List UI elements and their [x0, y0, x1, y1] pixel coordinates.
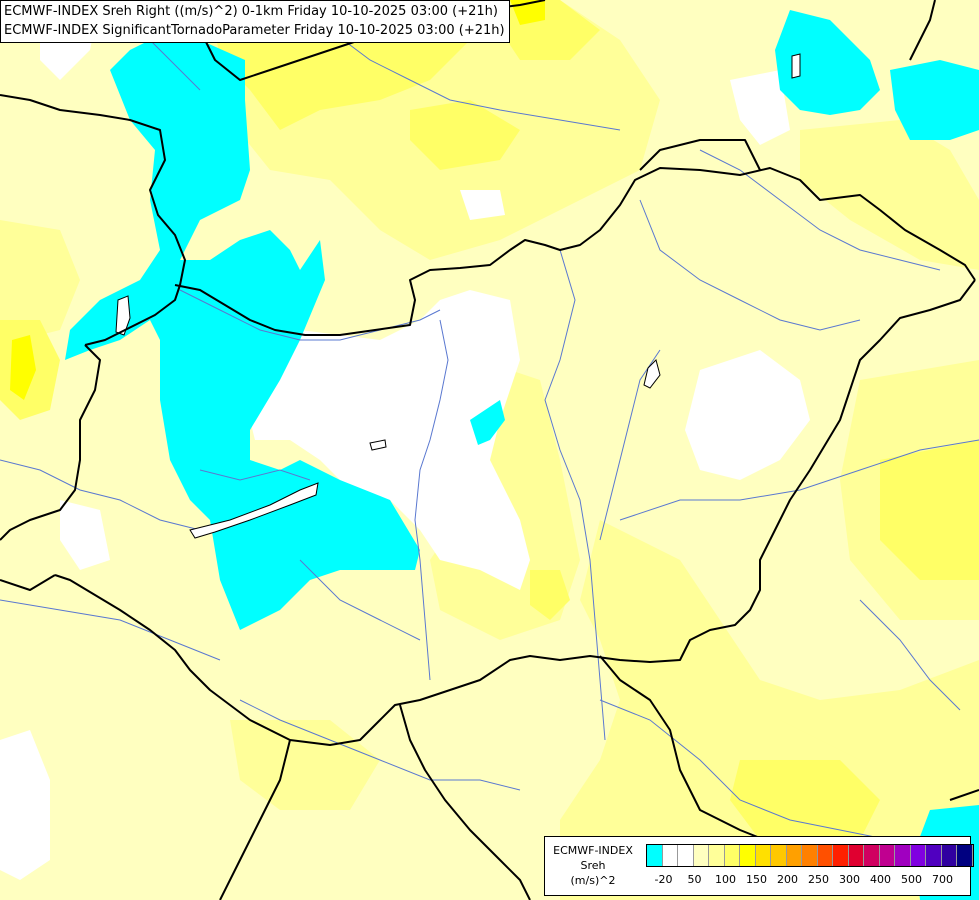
lakes — [115, 53, 801, 539]
legend-tick-label: -20 — [654, 873, 673, 886]
map-title-box: ECMWF-INDEX Sreh Right ((m/s)^2) 0-1km F… — [0, 0, 510, 43]
legend-swatch — [957, 845, 973, 866]
bright-yellow-spot — [10, 0, 545, 400]
legend-swatch — [926, 845, 942, 866]
legend-tick-label: 50 — [687, 873, 702, 886]
legend-tick-label: 150 — [746, 873, 767, 886]
legend-swatch — [941, 845, 957, 866]
legend-variable: Sreh — [580, 859, 606, 872]
legend-swatch — [817, 845, 833, 866]
legend-tick-label: 200 — [777, 873, 798, 886]
legend-swatch — [802, 845, 818, 866]
color-legend: ECMWF-INDEX Sreh (m/s)^2 -20 50 100 150 200 2… — [544, 836, 974, 896]
rivers — [0, 0, 979, 841]
legend-swatch — [724, 845, 740, 866]
legend-label: ECMWF-INDEX Sreh (m/s)^2 — [545, 843, 641, 888]
legend-swatch — [910, 845, 926, 866]
legend-color-bar — [646, 844, 974, 867]
legend-tick-label: 500 — [901, 873, 922, 886]
legend-tick-label: 250 — [808, 873, 829, 886]
white-zones — [0, 0, 810, 880]
legend-tick-label: 700 — [932, 873, 953, 886]
legend-swatch — [678, 845, 694, 866]
legend-tick-label: 400 — [870, 873, 891, 886]
legend-swatch — [879, 845, 895, 866]
legend-swatch — [771, 845, 787, 866]
title-line-2: ECMWF-INDEX SignificantTornadoParameter … — [4, 23, 505, 38]
legend-swatch — [864, 845, 880, 866]
legend-swatch — [848, 845, 864, 866]
legend-swatch — [755, 845, 771, 866]
legend-swatch — [647, 845, 663, 866]
title-line-1: ECMWF-INDEX Sreh Right ((m/s)^2) 0-1km F… — [4, 4, 498, 19]
legend-unit: (m/s)^2 — [570, 874, 616, 887]
legend-tick-label: 100 — [715, 873, 736, 886]
legend-swatch — [693, 845, 709, 866]
legend-swatch — [786, 845, 802, 866]
legend-swatch — [833, 845, 849, 866]
legend-swatch — [662, 845, 678, 866]
legend-tick-label: 300 — [839, 873, 860, 886]
legend-swatch — [895, 845, 911, 866]
legend-swatch — [740, 845, 756, 866]
legend-model: ECMWF-INDEX — [553, 844, 633, 857]
legend-swatch — [709, 845, 725, 866]
legend-ticks: -20 50 100 150 200 250 300 400 500 700 — [646, 873, 966, 889]
